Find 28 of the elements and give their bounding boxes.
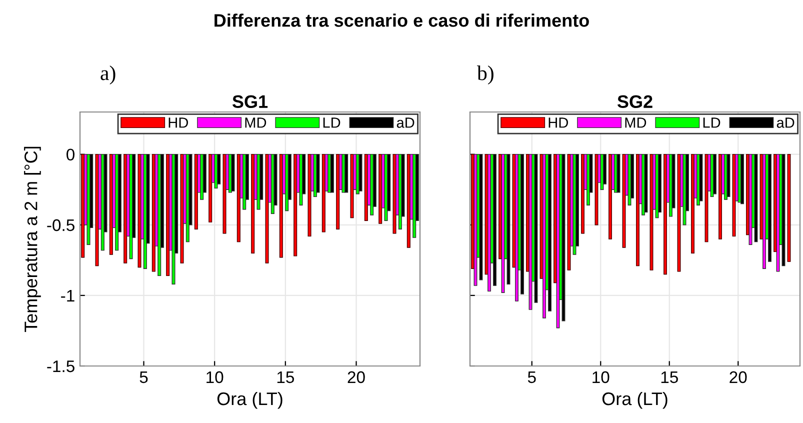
legend-label: LD: [703, 118, 720, 128]
legend-label: aD: [776, 118, 794, 128]
legend-label: aD: [396, 118, 414, 128]
text: a): [100, 66, 116, 84]
x-tick-label: 15: [277, 371, 294, 384]
legend-label: LD: [323, 118, 340, 128]
chart-title: SG1: [232, 95, 268, 108]
y-tick-label: 0: [66, 148, 74, 161]
text: Differenza tra scenario e caso di riferimento: [214, 14, 589, 27]
x-axis-title: Ora (LT): [217, 392, 282, 409]
x-tick-label: 15: [661, 371, 678, 384]
x-tick-label: 20: [730, 371, 747, 384]
x-tick-label: 5: [140, 371, 148, 384]
y-tick-label: -1.5: [47, 360, 74, 372]
y-tick-label: -1: [61, 290, 74, 302]
y-tick-label: -0.5: [47, 219, 74, 232]
legend-label: MD: [625, 118, 646, 128]
text: b): [477, 66, 494, 84]
y-axis-title: Temperatura a 2 m [°C]: [24, 146, 41, 332]
x-tick-label: 20: [348, 371, 365, 384]
x-tick-label: 10: [206, 371, 224, 384]
x-tick-label: 5: [528, 371, 536, 384]
x-axis-title: Ora (LT): [602, 392, 668, 409]
chart-title: SG2: [617, 95, 652, 108]
x-tick-label: 10: [592, 371, 610, 384]
series-label: HD: [548, 118, 568, 128]
legend-label: MD: [245, 118, 266, 128]
legend-label: HD: [168, 118, 188, 128]
